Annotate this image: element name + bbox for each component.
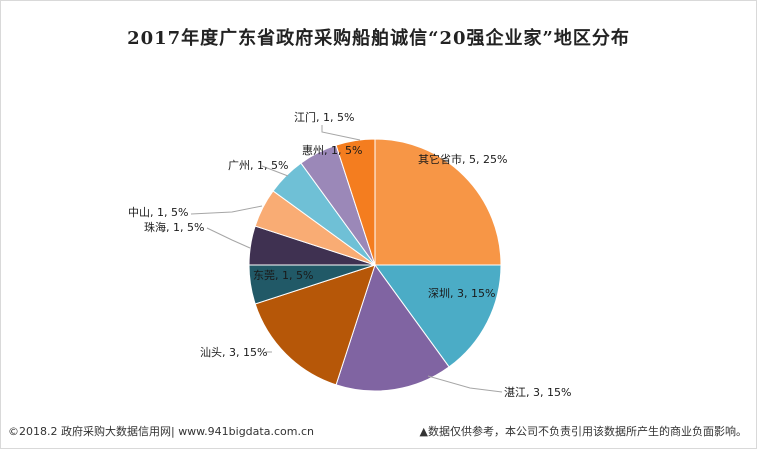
pie-slice-3 xyxy=(254,264,376,386)
data-label-0: 其它省市, 5, 25% xyxy=(418,152,507,166)
leader-line-5 xyxy=(206,227,251,249)
pie-slice-2 xyxy=(335,263,450,392)
pie-slice-1 xyxy=(374,264,502,368)
data-label-6: 中山, 1, 5% xyxy=(128,206,188,219)
data-label-1: 深圳, 3, 15% xyxy=(428,287,495,300)
data-label-7: 广州, 1, 5% xyxy=(228,159,288,172)
footer-copyright: ©2018.2 政府采购大数据信用网| www.941bigdata.com.c… xyxy=(8,425,314,438)
chart-title: 2017年度广东省政府采购船舶诚信“20强企业家”地区分布 xyxy=(127,28,630,49)
data-label-5: 珠海, 1, 5% xyxy=(144,220,204,234)
data-label-9: 江门, 1, 5% xyxy=(294,110,354,124)
leader-line-7 xyxy=(261,165,289,177)
data-label-2: 湛江, 3, 15% xyxy=(504,386,571,399)
pie-slice-0 xyxy=(374,138,502,266)
data-label-8: 惠州, 1, 5% xyxy=(302,143,362,157)
data-label-3: 汕头, 3, 15% xyxy=(200,346,267,359)
leader-line-2 xyxy=(427,375,503,393)
leader-line-9 xyxy=(321,125,361,141)
data-label-4: 东莞, 1, 5% xyxy=(253,269,313,282)
leader-line-6 xyxy=(190,205,263,215)
footer-disclaimer: ▲数据仅供参考，本公司不负责引用该数据所产生的商业负面影响。 xyxy=(419,425,747,438)
pie-slice-9 xyxy=(335,138,376,266)
